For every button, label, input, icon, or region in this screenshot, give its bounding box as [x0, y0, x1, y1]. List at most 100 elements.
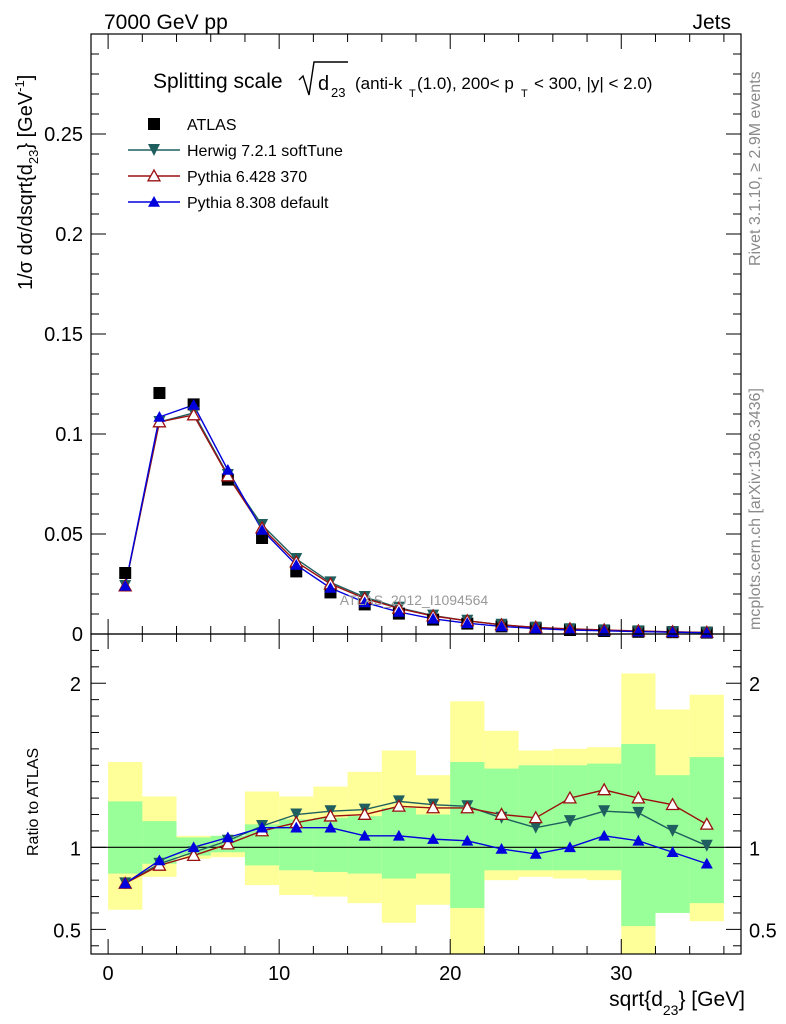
ratio-series-1-point-2 [186, 848, 201, 861]
ratio-series-2-point-7 [358, 829, 371, 841]
y-label-part-a: 1/σ dσ/dsqrt{d23} [GeV-1] [12, 75, 41, 290]
ratio-series-0-point-12 [529, 821, 542, 834]
series-3-point-4 [256, 524, 269, 535]
series-3-point-2 [187, 399, 200, 410]
ratio-series-2-point-11 [495, 842, 508, 854]
ratio-series-0-point-5 [290, 808, 303, 821]
ratio-series-0-point-15 [632, 806, 645, 819]
series-3-point-17 [700, 626, 713, 638]
ratio-series-2-point-12 [529, 847, 542, 859]
ratio-series-2-point-5 [290, 821, 303, 833]
ratio-ytick-label-right-1: 1 [749, 838, 760, 860]
ratio-panel: 0.5 0.51 12 20 10 20 30 [53, 633, 777, 985]
ratio-series-2-point-10 [461, 834, 474, 846]
header-left: 7000 GeV pp [104, 11, 228, 34]
band-inner-bin-0 [108, 801, 143, 874]
ratio-series-1-point-11 [494, 807, 509, 820]
series-2-point-3 [220, 468, 235, 482]
ratio-series-1-point-14 [597, 782, 612, 796]
ratio-series-0-point-13 [563, 815, 576, 828]
ratio-series-1-point-12 [528, 810, 543, 824]
ratio-series-2-point-3 [221, 831, 234, 843]
rivet-label: Rivet 3.1.10, ≥ 2.9M events [747, 71, 764, 266]
main-ytick-label-0: 0 [72, 624, 83, 646]
title-sqrt-sub: 23 [331, 85, 345, 100]
series-3-point-14 [598, 624, 611, 636]
title-sqrt-var: d [318, 73, 329, 95]
main-y-axis: 0 0.05 0.1 0.15 0.2 0.25 [44, 34, 741, 646]
ratio-ytick-label-0: 0.5 [53, 920, 81, 942]
series-3-point-8 [392, 606, 405, 617]
ratio-series-2-point-15 [632, 834, 645, 846]
series-3-point-0 [119, 580, 132, 591]
legend: ATLAS Herwig 7.2.1 softTune Pythia 6.428 3… [128, 117, 343, 212]
ratio-series-2-point-9 [427, 833, 440, 844]
ratio-series-2-point-0 [119, 877, 132, 889]
header-right: Jets [692, 11, 731, 34]
ratio-xtick-label-3: 30 [610, 963, 632, 985]
legend-marker-2 [146, 168, 162, 182]
ratio-ytick-label-right-0: 0.5 [749, 920, 777, 942]
ratio-series-2-point-1 [153, 854, 166, 866]
legend-label-0: ATLAS [187, 117, 237, 134]
legend-marker-3 [148, 196, 160, 207]
ratio-series-2-point-6 [324, 821, 337, 833]
series-3-point-12 [529, 622, 542, 634]
ratio-series-line-1 [124, 789, 708, 885]
series-3-point-11 [495, 620, 508, 632]
series-3-point-3 [221, 464, 234, 475]
series-0-point-0 [119, 567, 132, 579]
ratio-series-2-point-14 [598, 829, 611, 841]
legend-marker-1 [148, 144, 160, 156]
ratio-series-line-2 [124, 826, 708, 885]
main-panel: ATLAS_2012_I1094564 0 0.05 0.1 0.15 0.2 0.25 [44, 33, 742, 646]
title-sub-1: T [409, 88, 416, 100]
ratio-series-1-point-13 [562, 790, 578, 804]
ratio-series-1-point-7 [357, 807, 372, 820]
ratio-series-1-point-8 [391, 798, 406, 812]
ratio-ytick-label-2: 2 [70, 674, 81, 696]
legend-label-3: Pythia 8.308 default [187, 195, 329, 212]
title-part-1: (anti-k [355, 74, 403, 93]
series-3-point-10 [461, 617, 474, 628]
ratio-xtick-label-1: 10 [268, 963, 290, 985]
ratio-series-0-point-16 [666, 824, 679, 837]
mcplots-label: mcplots.cern.ch [arXiv:1306.3436] [747, 388, 764, 630]
series-2-point-2 [186, 407, 201, 421]
band-inner-bin-9 [416, 814, 451, 874]
ratio-series-2-point-17 [700, 857, 713, 869]
ratio-xtick-label-2: 20 [439, 963, 461, 985]
x-axis-label: sqrt{d23} [GeV] [609, 988, 745, 1018]
title-main: Splitting scale [153, 70, 283, 93]
ratio-series-1-point-17 [699, 817, 714, 830]
legend-label-1: Herwig 7.2.1 softTune [187, 143, 343, 160]
ratio-plot-area [91, 673, 741, 954]
series-3-point-7 [358, 596, 371, 608]
ratio-series-1-point-3 [220, 836, 235, 850]
main-ytick-label-1: 0.05 [44, 524, 83, 546]
band-inner-bin-17 [689, 757, 724, 904]
legend-label-2: Pythia 6.428 370 [187, 169, 307, 186]
ratio-series-2-point-4 [256, 821, 269, 833]
series-3-point-6 [324, 582, 337, 593]
ratio-xtick-label-0: 0 [103, 963, 114, 985]
main-ytick-label-5: 0.25 [44, 124, 83, 146]
title-sub-2: T [521, 88, 528, 100]
main-ytick-label-2: 0.1 [55, 424, 83, 446]
ratio-ytick-label-right-2: 2 [749, 674, 760, 696]
main-ytick-label-3: 0.15 [44, 324, 83, 346]
ratio-series-1-point-16 [665, 797, 680, 811]
ratio-series-2-point-13 [563, 841, 576, 853]
series-0-point-1 [153, 387, 166, 399]
ratio-series-0-point-17 [700, 839, 713, 852]
ratio-series-1-point-9 [426, 800, 441, 814]
band-inner-bin-8 [381, 807, 416, 879]
series-0-point-4 [256, 532, 269, 544]
main-y-label: 1/σ dσ/dsqrt{d23} [GeV-1] [12, 75, 41, 290]
ratio-series-2-point-16 [666, 846, 679, 858]
series-3-point-5 [290, 559, 303, 570]
ratio-series-1-point-10 [460, 800, 475, 814]
ratio-axes: 0.5 0.51 12 20 10 20 30 [53, 634, 777, 985]
title-part-2: (1.0), 200< p [417, 74, 514, 93]
legend-marker-0 [148, 118, 160, 130]
